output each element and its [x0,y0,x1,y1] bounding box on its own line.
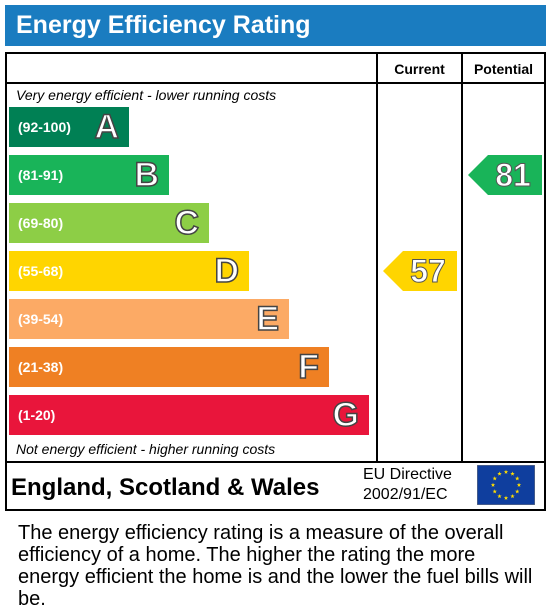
page-title: Energy Efficiency Rating [5,5,546,46]
band-d: (55-68) D [9,251,249,291]
footer-divider [7,461,544,463]
band-e: (39-54) E [9,299,289,339]
flag-star [492,489,497,494]
band-letter-label: G [332,395,360,435]
column-divider-potential [461,54,463,461]
directive-line-1: EU Directive [363,466,452,483]
flag-star [516,482,522,487]
flag-star [510,471,515,476]
flag-star [503,469,509,474]
description-text: The energy efficiency rating is a measur… [18,522,533,610]
current-rating-arrow: 57 [383,251,457,291]
band-letter-label: F [297,347,319,387]
band-letter-label: E [256,299,280,339]
potential-arrow-shape [468,155,542,195]
band-range-label: (55-68) [18,263,64,279]
flag-star [497,471,502,476]
column-divider-current [376,54,378,461]
current-arrow-shape [383,251,457,291]
flag-star [510,493,515,499]
flag-star [497,493,502,499]
band-c: (69-80) C [9,203,209,243]
potential-rating-arrow: 81 [468,155,542,195]
flag-star [492,476,497,481]
top-note: Very energy efficient - lower running co… [16,87,277,103]
eu-flag-icon [477,465,535,505]
flag-star [503,495,509,500]
band-range-label: (39-54) [18,311,64,327]
band-range-label: (92-100) [18,119,71,135]
band-letter-label: C [174,203,200,243]
flag-star [515,476,520,481]
flag-star [515,489,520,494]
potential-rating-value: 81 [495,157,532,194]
band-a: (92-100) A [9,107,129,147]
flag-star [490,482,496,487]
potential-column-header: Potential [473,61,534,77]
current-rating-value: 57 [410,253,447,290]
band-range-label: (69-80) [18,215,64,231]
directive-line-2: 2002/91/EC [363,486,448,503]
header-divider [7,82,544,84]
band-range-label: (21-38) [18,359,64,375]
rating-chart: Current Potential Very energy efficient … [5,52,546,511]
bottom-note: Not energy efficient - higher running co… [16,441,276,457]
band-letter-label: A [94,107,120,147]
band-b: (81-91) B [9,155,169,195]
band-letter-label: B [134,155,160,195]
band-range-label: (1-20) [18,407,56,423]
band-f: (21-38) F [9,347,329,387]
region-label: England, Scotland & Wales [11,474,320,501]
band-letter-label: D [214,251,240,291]
eu-directive: EU Directive 2002/91/EC [363,465,452,505]
band-range-label: (81-91) [18,167,64,183]
current-column-header: Current [394,61,445,77]
band-g: (1-20) G [9,395,369,435]
